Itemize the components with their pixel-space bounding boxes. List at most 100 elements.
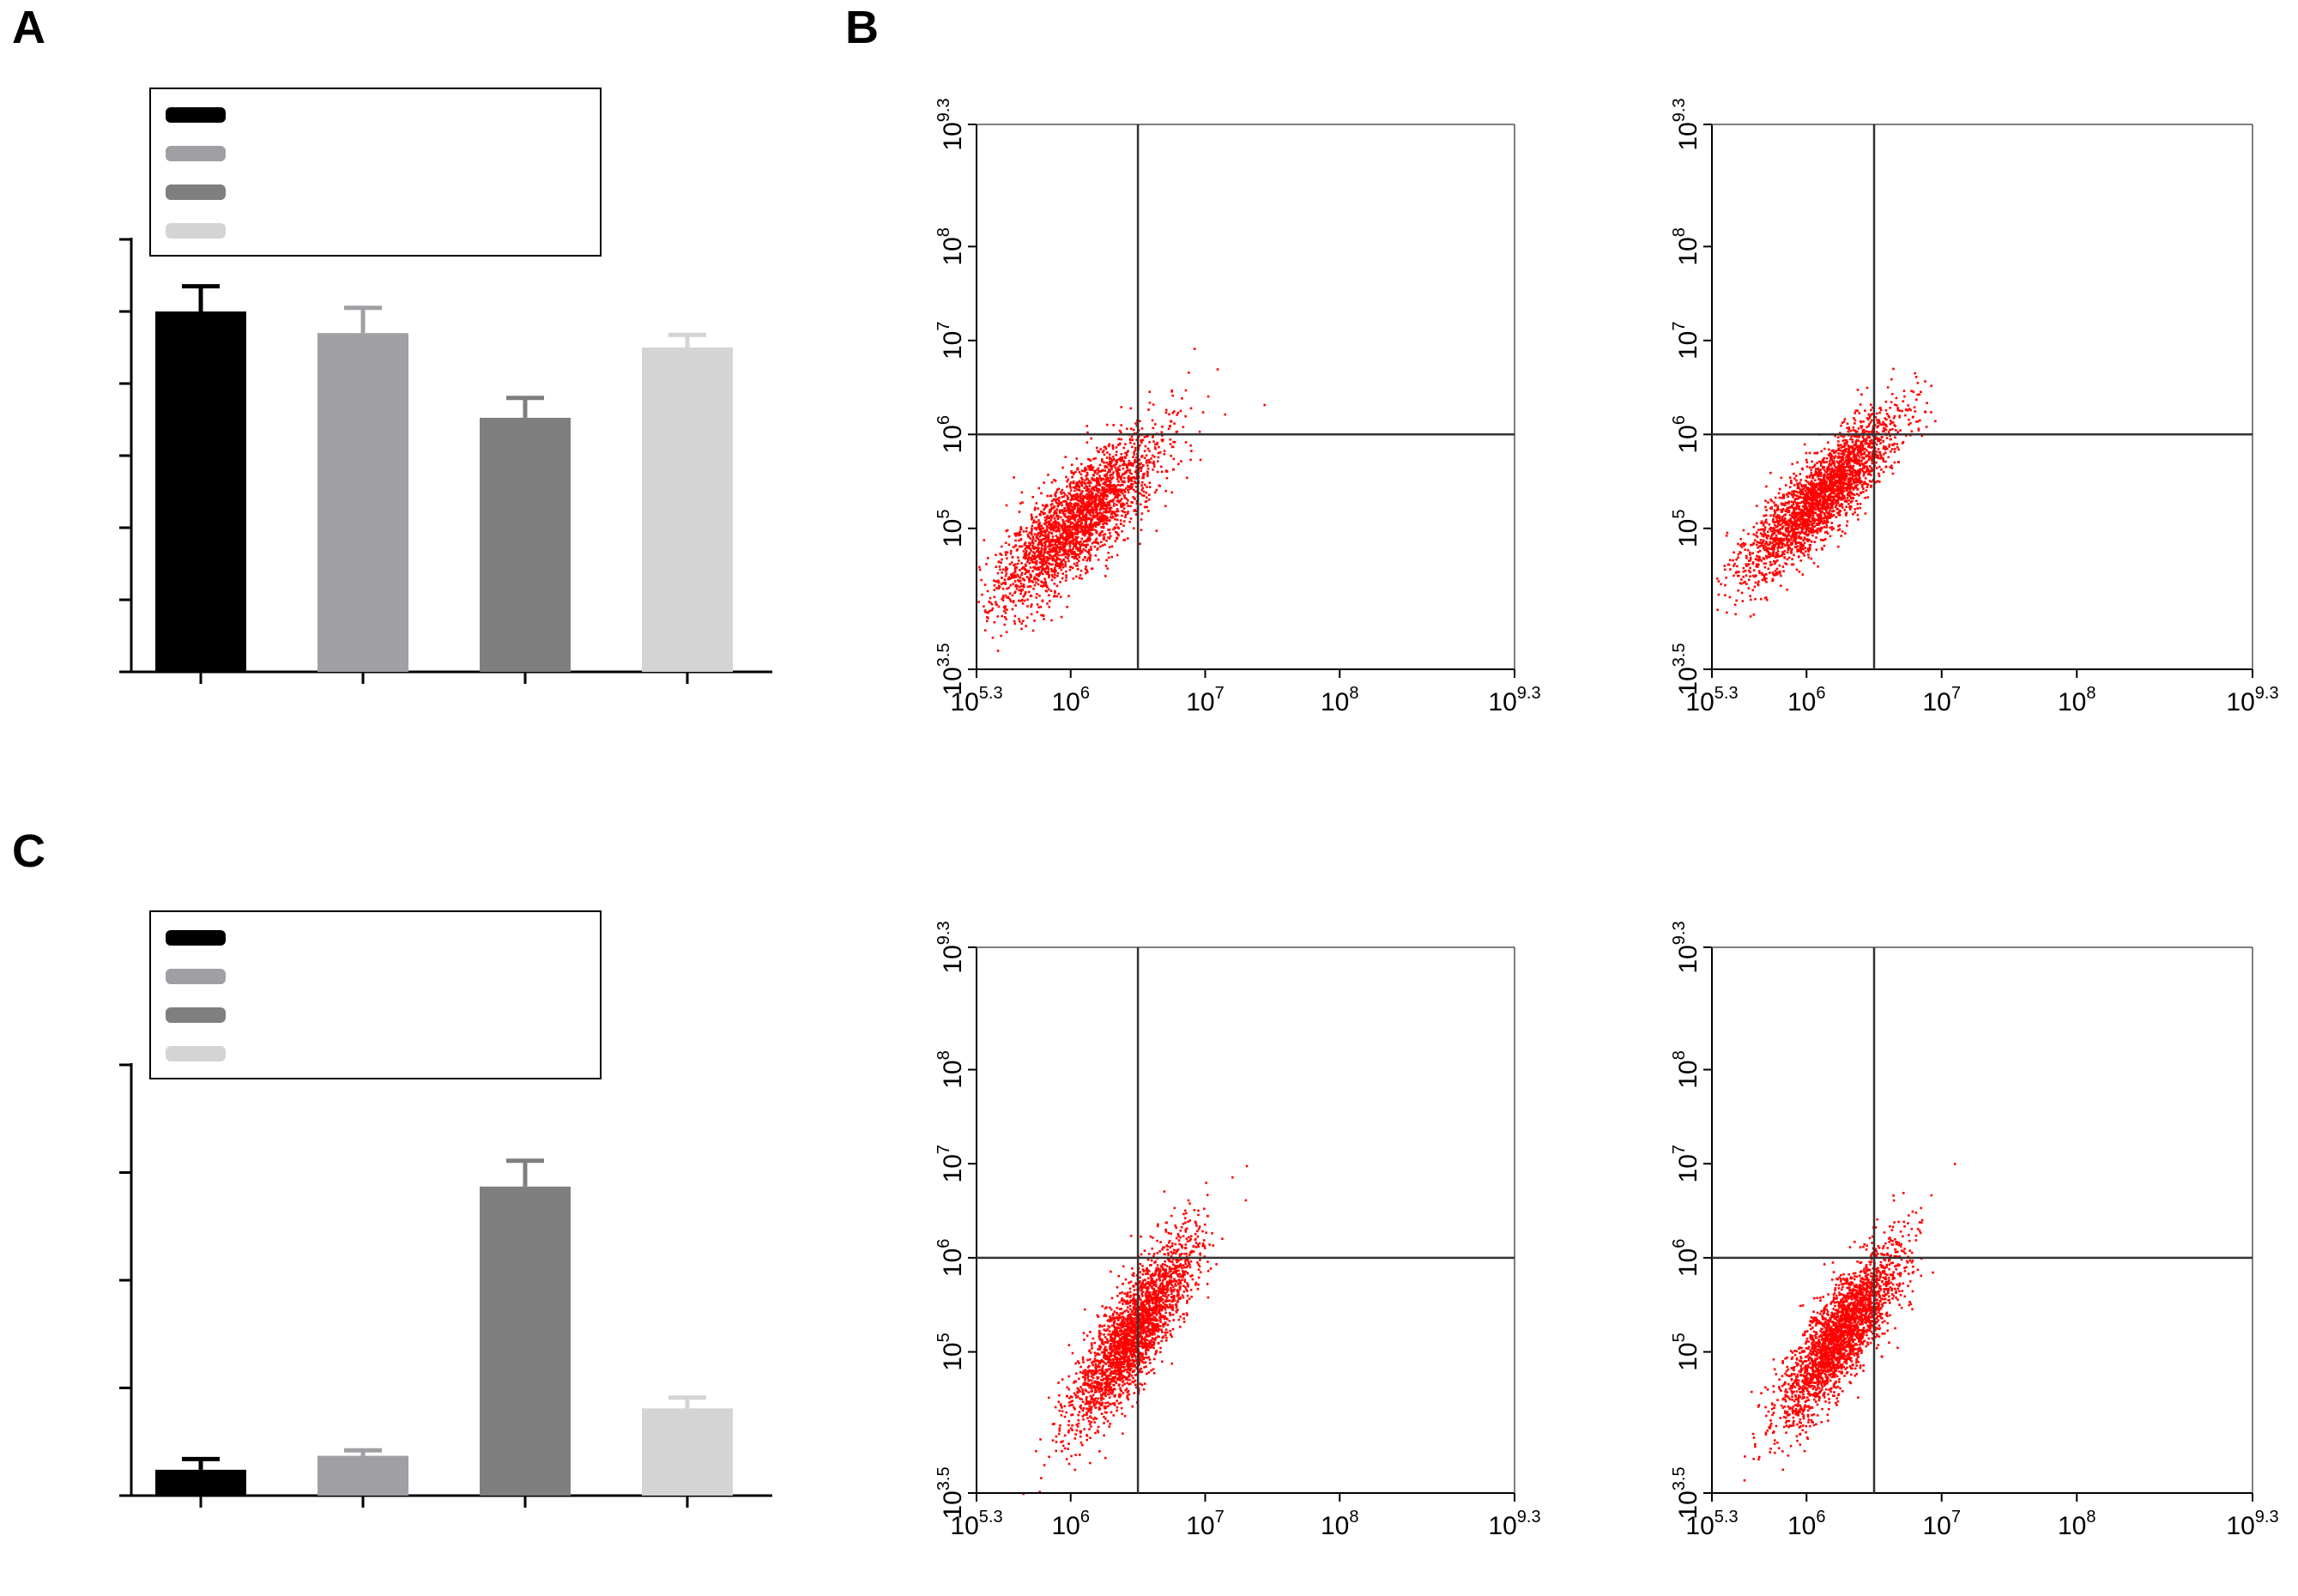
event-dot (1053, 511, 1055, 515)
event-dot (1037, 548, 1040, 551)
event-dot (1110, 462, 1113, 465)
event-dot (1012, 572, 1014, 575)
event-dot (1779, 570, 1781, 573)
event-dot (1123, 481, 1126, 484)
event-dot (1846, 497, 1849, 499)
event-dot (1103, 488, 1106, 492)
event-dot (1894, 436, 1896, 439)
event-dot (1107, 480, 1110, 482)
event-dot (1004, 583, 1007, 585)
event-dot (1086, 501, 1089, 504)
event-dot (1116, 499, 1119, 503)
event-dot (1783, 556, 1787, 559)
event-dot (1780, 554, 1782, 558)
event-dot (1001, 577, 1003, 579)
event-dot (1884, 423, 1888, 426)
event-dot (1101, 502, 1104, 505)
event-dot (1003, 615, 1007, 619)
event-dot (1071, 505, 1074, 509)
event-dot (1056, 525, 1060, 529)
event-dot (1784, 504, 1787, 507)
event-dot (1152, 462, 1156, 466)
event-dot (1854, 435, 1858, 438)
event-dot (1736, 565, 1739, 568)
event-dot (1139, 444, 1141, 447)
event-dot (1122, 507, 1126, 510)
event-dot (1031, 541, 1034, 544)
event-dot (1073, 545, 1075, 548)
event-dot (1000, 553, 1003, 556)
event-dot (1128, 459, 1131, 462)
event-dot (1828, 511, 1831, 514)
event-dot (1856, 389, 1860, 391)
event-dot (1085, 505, 1088, 508)
event-dot (1104, 510, 1108, 512)
event-dot (1867, 458, 1871, 462)
event-dot (1081, 469, 1084, 473)
event-dot (1069, 523, 1073, 525)
event-dot (1740, 582, 1743, 585)
event-dot (1795, 505, 1799, 508)
event-dot (997, 560, 1001, 564)
event-dot (1102, 534, 1105, 536)
event-dot (1096, 450, 1099, 453)
event-dot (1088, 534, 1092, 537)
event-dot (1079, 517, 1081, 520)
event-dot (1742, 529, 1745, 532)
event-dot (1001, 587, 1005, 590)
event-dot (1090, 499, 1093, 501)
event-dot (1782, 521, 1785, 523)
event-dot (1821, 511, 1823, 513)
event-dot (1811, 493, 1814, 496)
event-dot (1745, 563, 1748, 565)
event-dot (1070, 497, 1073, 499)
legend-swatch-4 (166, 1046, 226, 1061)
event-dot (1095, 511, 1098, 514)
event-dot (1863, 448, 1866, 450)
event-dot (983, 605, 985, 608)
event-dot (1776, 537, 1780, 541)
event-dot (1769, 552, 1772, 555)
event-dot (1086, 425, 1089, 427)
event-dot (1758, 558, 1762, 561)
event-dot (1170, 454, 1172, 457)
event-dot (1776, 506, 1780, 510)
event-dot (1016, 573, 1019, 577)
event-dot (1134, 480, 1136, 483)
event-dot (1047, 536, 1050, 540)
event-dot (1075, 485, 1078, 488)
event-dot (1890, 467, 1894, 469)
event-dot (1874, 450, 1878, 453)
event-dot (1074, 515, 1078, 518)
event-dot (1089, 531, 1092, 535)
event-dot (1779, 584, 1782, 587)
event-dot (1082, 547, 1086, 551)
event-dot (1097, 477, 1100, 481)
event-dot (1781, 552, 1784, 555)
event-dot (1089, 505, 1092, 507)
event-dot (1002, 606, 1006, 608)
event-dot (1089, 553, 1092, 557)
event-dot (1078, 577, 1081, 579)
event-dot (1043, 551, 1047, 553)
event-dot (1819, 487, 1822, 491)
event-dot (997, 584, 1001, 588)
event-dot (1128, 463, 1130, 467)
event-dot (1086, 489, 1089, 493)
event-dot (1009, 600, 1013, 603)
event-dot (1833, 462, 1836, 465)
event-dot (1868, 442, 1872, 445)
event-dot (1854, 431, 1858, 433)
event-dot (1790, 538, 1793, 541)
event-dot (1056, 575, 1059, 577)
event-dot (1812, 531, 1815, 534)
event-dot (1115, 450, 1118, 453)
event-dot (1173, 422, 1176, 425)
event-dot (1787, 547, 1790, 549)
event-dot (1806, 525, 1810, 529)
event-dot (1837, 493, 1841, 496)
event-dot (1019, 579, 1022, 583)
event-dot (1129, 505, 1132, 508)
event-dot (1828, 509, 1831, 512)
event-dot (1841, 450, 1845, 452)
